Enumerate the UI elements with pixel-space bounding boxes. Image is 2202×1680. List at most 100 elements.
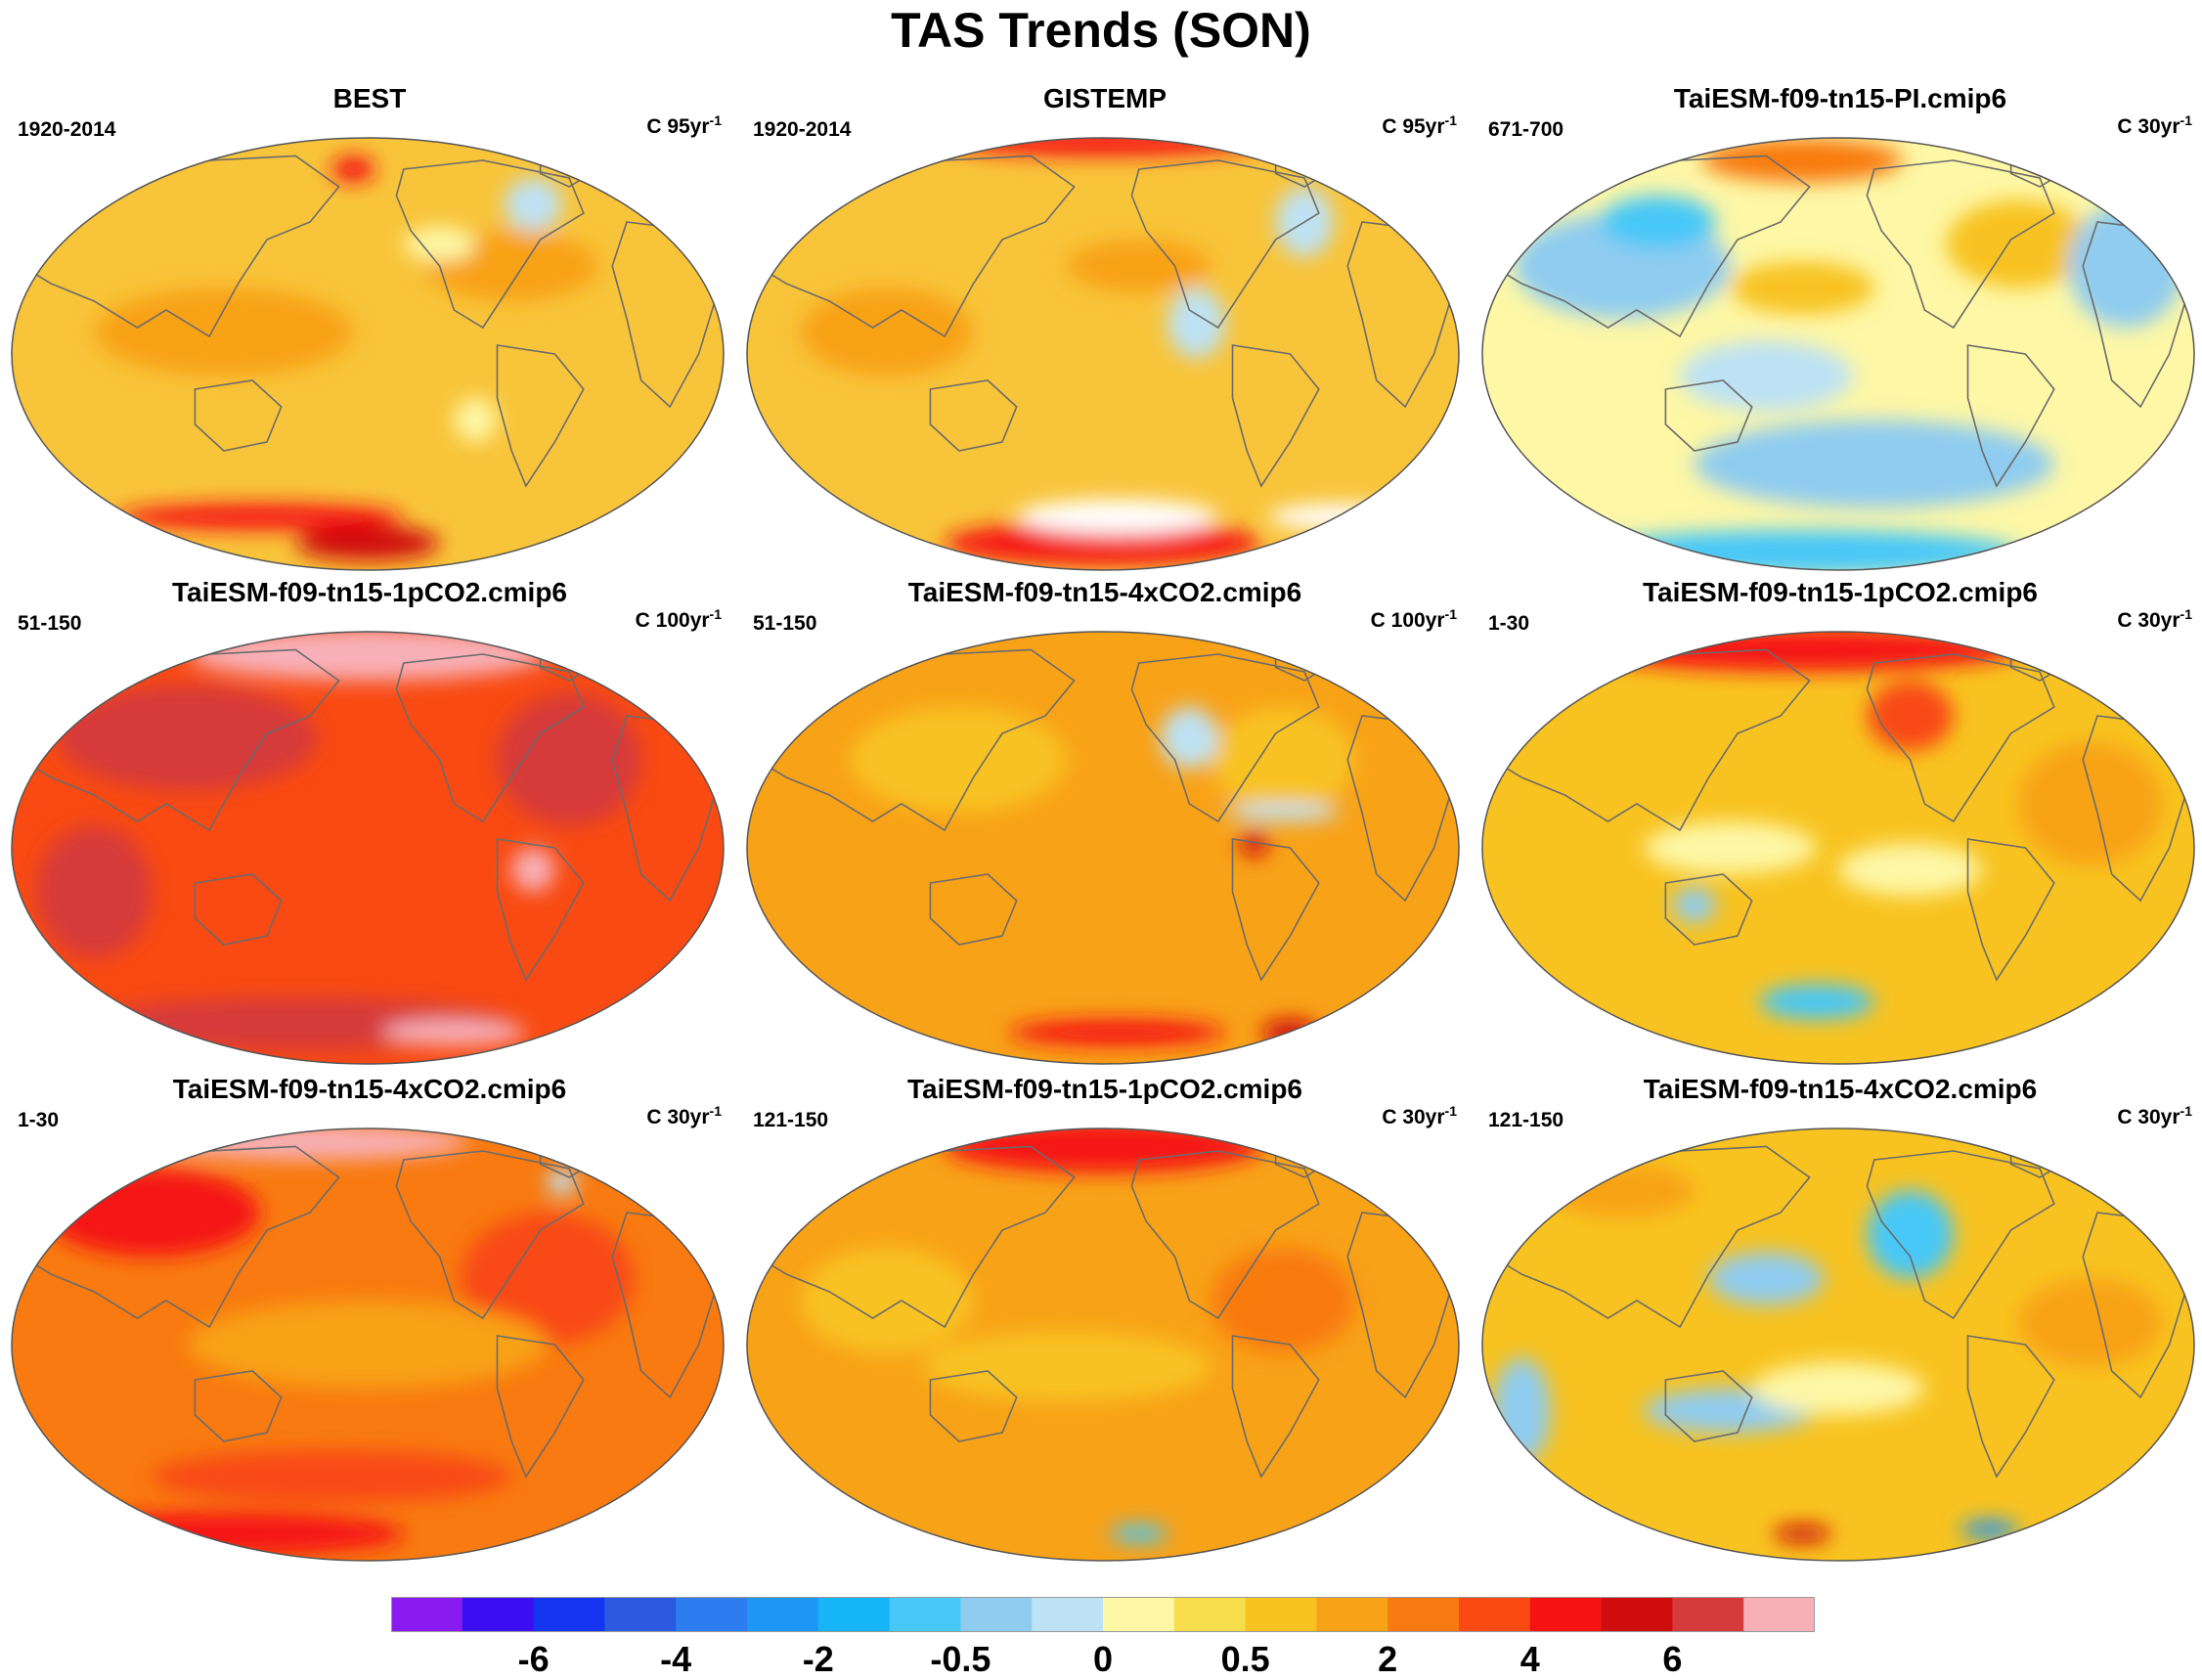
units-exponent: -1 bbox=[2180, 1103, 2192, 1119]
colorbar-swatch bbox=[1387, 1597, 1460, 1632]
panel-period: 121-150 bbox=[753, 1109, 829, 1131]
panel-title: TaiESM-f09-tn15-1pCO2.cmip6 bbox=[906, 1074, 1303, 1104]
colorbar-label: 6 bbox=[1662, 1639, 1683, 1679]
trend-region bbox=[800, 1248, 974, 1353]
panel-units: C 30yr-1 bbox=[2117, 112, 2192, 139]
panel-period: 121-150 bbox=[1488, 1109, 1564, 1131]
colorbar-swatch bbox=[889, 1597, 961, 1632]
coastline bbox=[395, 1150, 585, 1320]
trend-map bbox=[1481, 137, 2195, 571]
trend-region bbox=[381, 1019, 526, 1046]
units-exponent: -1 bbox=[709, 112, 722, 128]
trend-region bbox=[1586, 530, 2019, 570]
trend-region bbox=[115, 504, 404, 530]
coastline bbox=[1130, 653, 1320, 823]
colorbar-swatch bbox=[604, 1597, 677, 1632]
trend-map bbox=[746, 631, 1460, 1065]
colorbar-swatch bbox=[462, 1597, 535, 1632]
panel-units: C 30yr-1 bbox=[1382, 1103, 1457, 1129]
colorbar-swatch bbox=[1316, 1597, 1388, 1632]
coastline bbox=[1866, 653, 2055, 823]
trend-region bbox=[1644, 821, 1817, 874]
colorbar-swatch bbox=[676, 1597, 748, 1632]
coastline bbox=[756, 648, 1076, 832]
trend-region bbox=[504, 178, 562, 231]
coastline bbox=[1231, 838, 1320, 982]
colorbar-labels: -6 -4 -2 -0.5 0 0.5 2 4 6 bbox=[391, 1639, 1815, 1679]
coastline bbox=[1866, 159, 2055, 330]
trend-region bbox=[403, 226, 476, 262]
map-border bbox=[746, 631, 1460, 1065]
trend-region bbox=[497, 693, 641, 826]
panel-period: 1920-2014 bbox=[18, 118, 116, 141]
trend-region bbox=[1680, 340, 1853, 412]
trend-region bbox=[1586, 632, 2019, 672]
coastline bbox=[194, 873, 283, 946]
colorbar-swatch bbox=[1459, 1597, 1531, 1632]
colorbar-label: 0.5 bbox=[1220, 1639, 1270, 1679]
coastline bbox=[1664, 379, 1753, 452]
trend-region bbox=[1751, 1362, 1925, 1415]
panel-title: TaiESM-f09-tn15-4xCO2.cmip6 bbox=[907, 577, 1302, 607]
panel-units: C 30yr-1 bbox=[646, 1103, 722, 1129]
coastline bbox=[1491, 1145, 1811, 1329]
map-panel: TaiESM-f09-tn15-4xCO2.cmip6 121-150 C 30yr… bbox=[1478, 1074, 2202, 1582]
trend-region bbox=[94, 287, 354, 376]
coastline bbox=[1231, 1335, 1320, 1479]
map-panel: BEST 1920-2014 C 95yr-1 bbox=[8, 83, 731, 592]
panel-period: 671-700 bbox=[1488, 118, 1564, 141]
panel-title: TaiESM-f09-tn15-1pCO2.cmip6 bbox=[1642, 577, 2039, 607]
coastline bbox=[21, 1145, 340, 1329]
trend-region bbox=[945, 138, 1261, 156]
trend-region bbox=[1759, 984, 1874, 1020]
units-text: C 30yr bbox=[2117, 609, 2180, 632]
colorbar-swatch bbox=[1173, 1597, 1247, 1632]
trend-region bbox=[1067, 240, 1211, 292]
map-border bbox=[11, 1127, 725, 1562]
panel-units: C 30yr-1 bbox=[2117, 606, 2192, 633]
trend-map bbox=[11, 1127, 725, 1562]
trend-map bbox=[1481, 1127, 2195, 1562]
units-text: C 95yr bbox=[646, 115, 710, 138]
coastline bbox=[929, 1370, 1018, 1442]
trend-region bbox=[36, 825, 153, 958]
trend-region bbox=[1701, 138, 1904, 183]
panel-period: 51-150 bbox=[753, 612, 817, 635]
trend-map bbox=[746, 137, 1460, 571]
trend-region bbox=[1838, 843, 1983, 897]
coastline bbox=[756, 1145, 1076, 1329]
map-background bbox=[1482, 138, 2194, 570]
panel-title: TaiESM-f09-tn15-4xCO2.cmip6 bbox=[172, 1074, 567, 1104]
coastline bbox=[1664, 1370, 1753, 1442]
map-panel: TaiESM-f09-tn15-1pCO2.cmip6 51-150 C 100yr… bbox=[8, 577, 731, 1085]
trend-region bbox=[1867, 681, 1954, 751]
map-border bbox=[746, 1127, 1460, 1562]
coastline bbox=[21, 648, 340, 832]
coastline bbox=[1130, 159, 1320, 330]
colorbar-swatch bbox=[1672, 1597, 1744, 1632]
map-panel: TaiESM-f09-tn15-4xCO2.cmip6 51-150 C 100yr… bbox=[743, 577, 1467, 1085]
coastline bbox=[1966, 838, 2055, 982]
colorbar-label: -6 bbox=[517, 1639, 550, 1679]
trend-region bbox=[1492, 1357, 1551, 1464]
trend-region bbox=[1694, 420, 2054, 508]
units-exponent: -1 bbox=[1444, 606, 1457, 622]
colorbar-swatch bbox=[747, 1597, 819, 1632]
trend-region bbox=[2018, 742, 2163, 865]
coastline bbox=[1231, 344, 1320, 488]
colorbar-label: -0.5 bbox=[930, 1639, 991, 1679]
trend-region bbox=[511, 848, 555, 892]
units-exponent: -1 bbox=[2180, 606, 2192, 622]
trend-region bbox=[295, 525, 440, 561]
panel-title: TaiESM-f09-tn15-1pCO2.cmip6 bbox=[171, 577, 568, 607]
map-border bbox=[746, 137, 1460, 571]
map-panel: TaiESM-f09-tn15-1pCO2.cmip6 121-150 C 30yr… bbox=[743, 1074, 1467, 1582]
map-panel: TaiESM-f09-tn15-1pCO2.cmip6 1-30 C 30yr-1 bbox=[1478, 577, 2202, 1085]
panel-period: 1920-2014 bbox=[753, 118, 852, 141]
trend-region bbox=[1730, 261, 1874, 315]
colorbar-swatch bbox=[1601, 1597, 1673, 1632]
colorbar-swatch bbox=[1743, 1597, 1815, 1632]
trend-region bbox=[1160, 707, 1218, 769]
coastline bbox=[1966, 1335, 2055, 1479]
colorbar-label: -4 bbox=[660, 1639, 692, 1679]
